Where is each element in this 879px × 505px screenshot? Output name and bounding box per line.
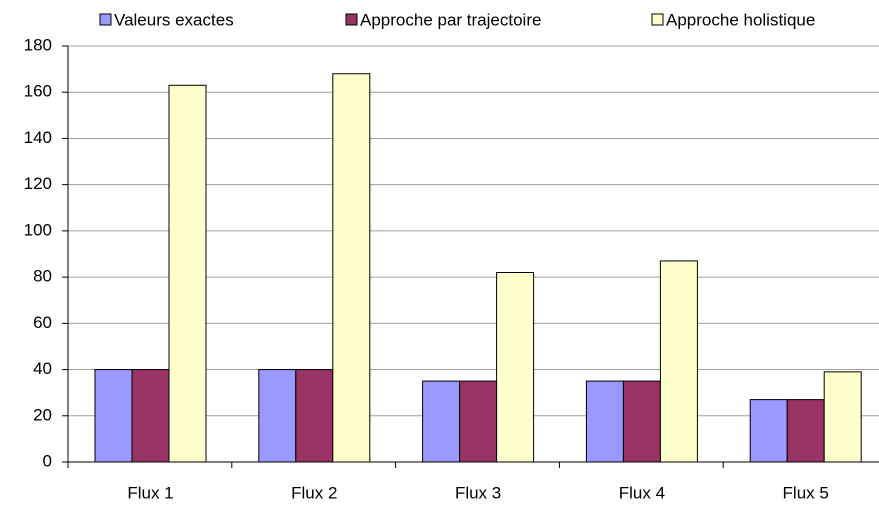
- y-tick-label: 20: [33, 405, 52, 424]
- x-tick-label: Flux 1: [127, 483, 173, 502]
- x-tick-label: Flux 3: [455, 483, 501, 502]
- bar: [659, 260, 698, 463]
- bar: [258, 369, 297, 463]
- legend-label: Approche holistique: [666, 10, 815, 29]
- bar: [823, 371, 862, 463]
- y-tick-label: 40: [33, 359, 52, 378]
- bar: [295, 369, 334, 463]
- legend-label: Valeurs exactes: [114, 10, 234, 29]
- bar: [459, 380, 498, 463]
- y-tick-label: 60: [33, 313, 52, 332]
- legend-swatch: [651, 13, 664, 26]
- y-tick-label: 140: [24, 128, 52, 147]
- bar: [749, 399, 788, 463]
- y-tick-label: 100: [24, 220, 52, 239]
- bar: [786, 399, 825, 463]
- y-tick-label: 0: [43, 451, 52, 470]
- bar: [422, 380, 461, 463]
- bar: [622, 380, 661, 463]
- y-tick-label: 120: [24, 174, 52, 193]
- bar: [94, 369, 133, 463]
- y-tick-label: 80: [33, 267, 52, 286]
- y-tick-label: 160: [24, 82, 52, 101]
- legend-label: Approche par trajectoire: [360, 10, 541, 29]
- bar: [332, 73, 371, 463]
- x-tick-label: Flux 4: [619, 483, 665, 502]
- legend-swatch: [345, 13, 358, 26]
- bar: [168, 84, 207, 463]
- legend-swatch: [99, 13, 112, 26]
- bar: [496, 271, 535, 463]
- x-tick-label: Flux 5: [783, 483, 829, 502]
- bar: [131, 369, 170, 463]
- bar: [585, 380, 624, 463]
- x-tick-label: Flux 2: [291, 483, 337, 502]
- y-tick-label: 180: [24, 35, 52, 54]
